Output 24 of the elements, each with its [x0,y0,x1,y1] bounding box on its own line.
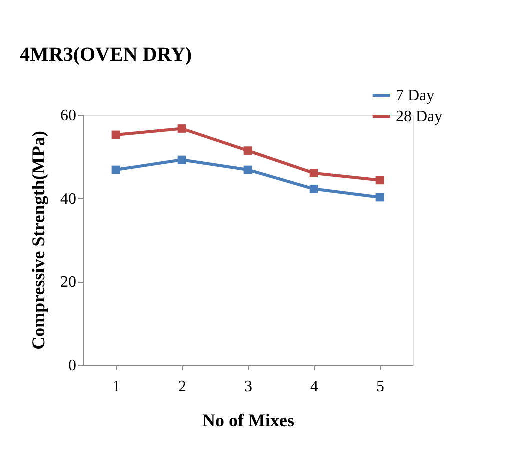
y-tick-label: 0 [68,358,76,374]
x-tick-label: 5 [376,378,384,396]
x-tick-label: 2 [178,378,186,396]
x-axis-title: No of Mixes [202,410,294,430]
x-tick-label: 4 [310,378,318,396]
point [244,166,252,174]
y-tick-label: 60 [60,108,76,124]
point [310,169,318,178]
point [178,156,186,164]
point [376,176,384,185]
y-tick-label: 40 [60,190,76,208]
point [178,124,186,133]
legend-label: 7 Day [396,88,435,104]
point [112,166,120,174]
legend-label: 28 Day [396,108,443,126]
point [112,130,120,140]
y-tick-label: 20 [60,274,76,292]
x-tick-label: 1 [112,378,120,396]
point [376,193,384,202]
y-axis-title: Compressive Strength(MPa) [28,131,48,350]
x-tick-label: 3 [244,378,252,396]
point [244,146,252,156]
point [310,184,318,194]
chart-title: 4MR3(OVEN DRY) [20,44,192,66]
